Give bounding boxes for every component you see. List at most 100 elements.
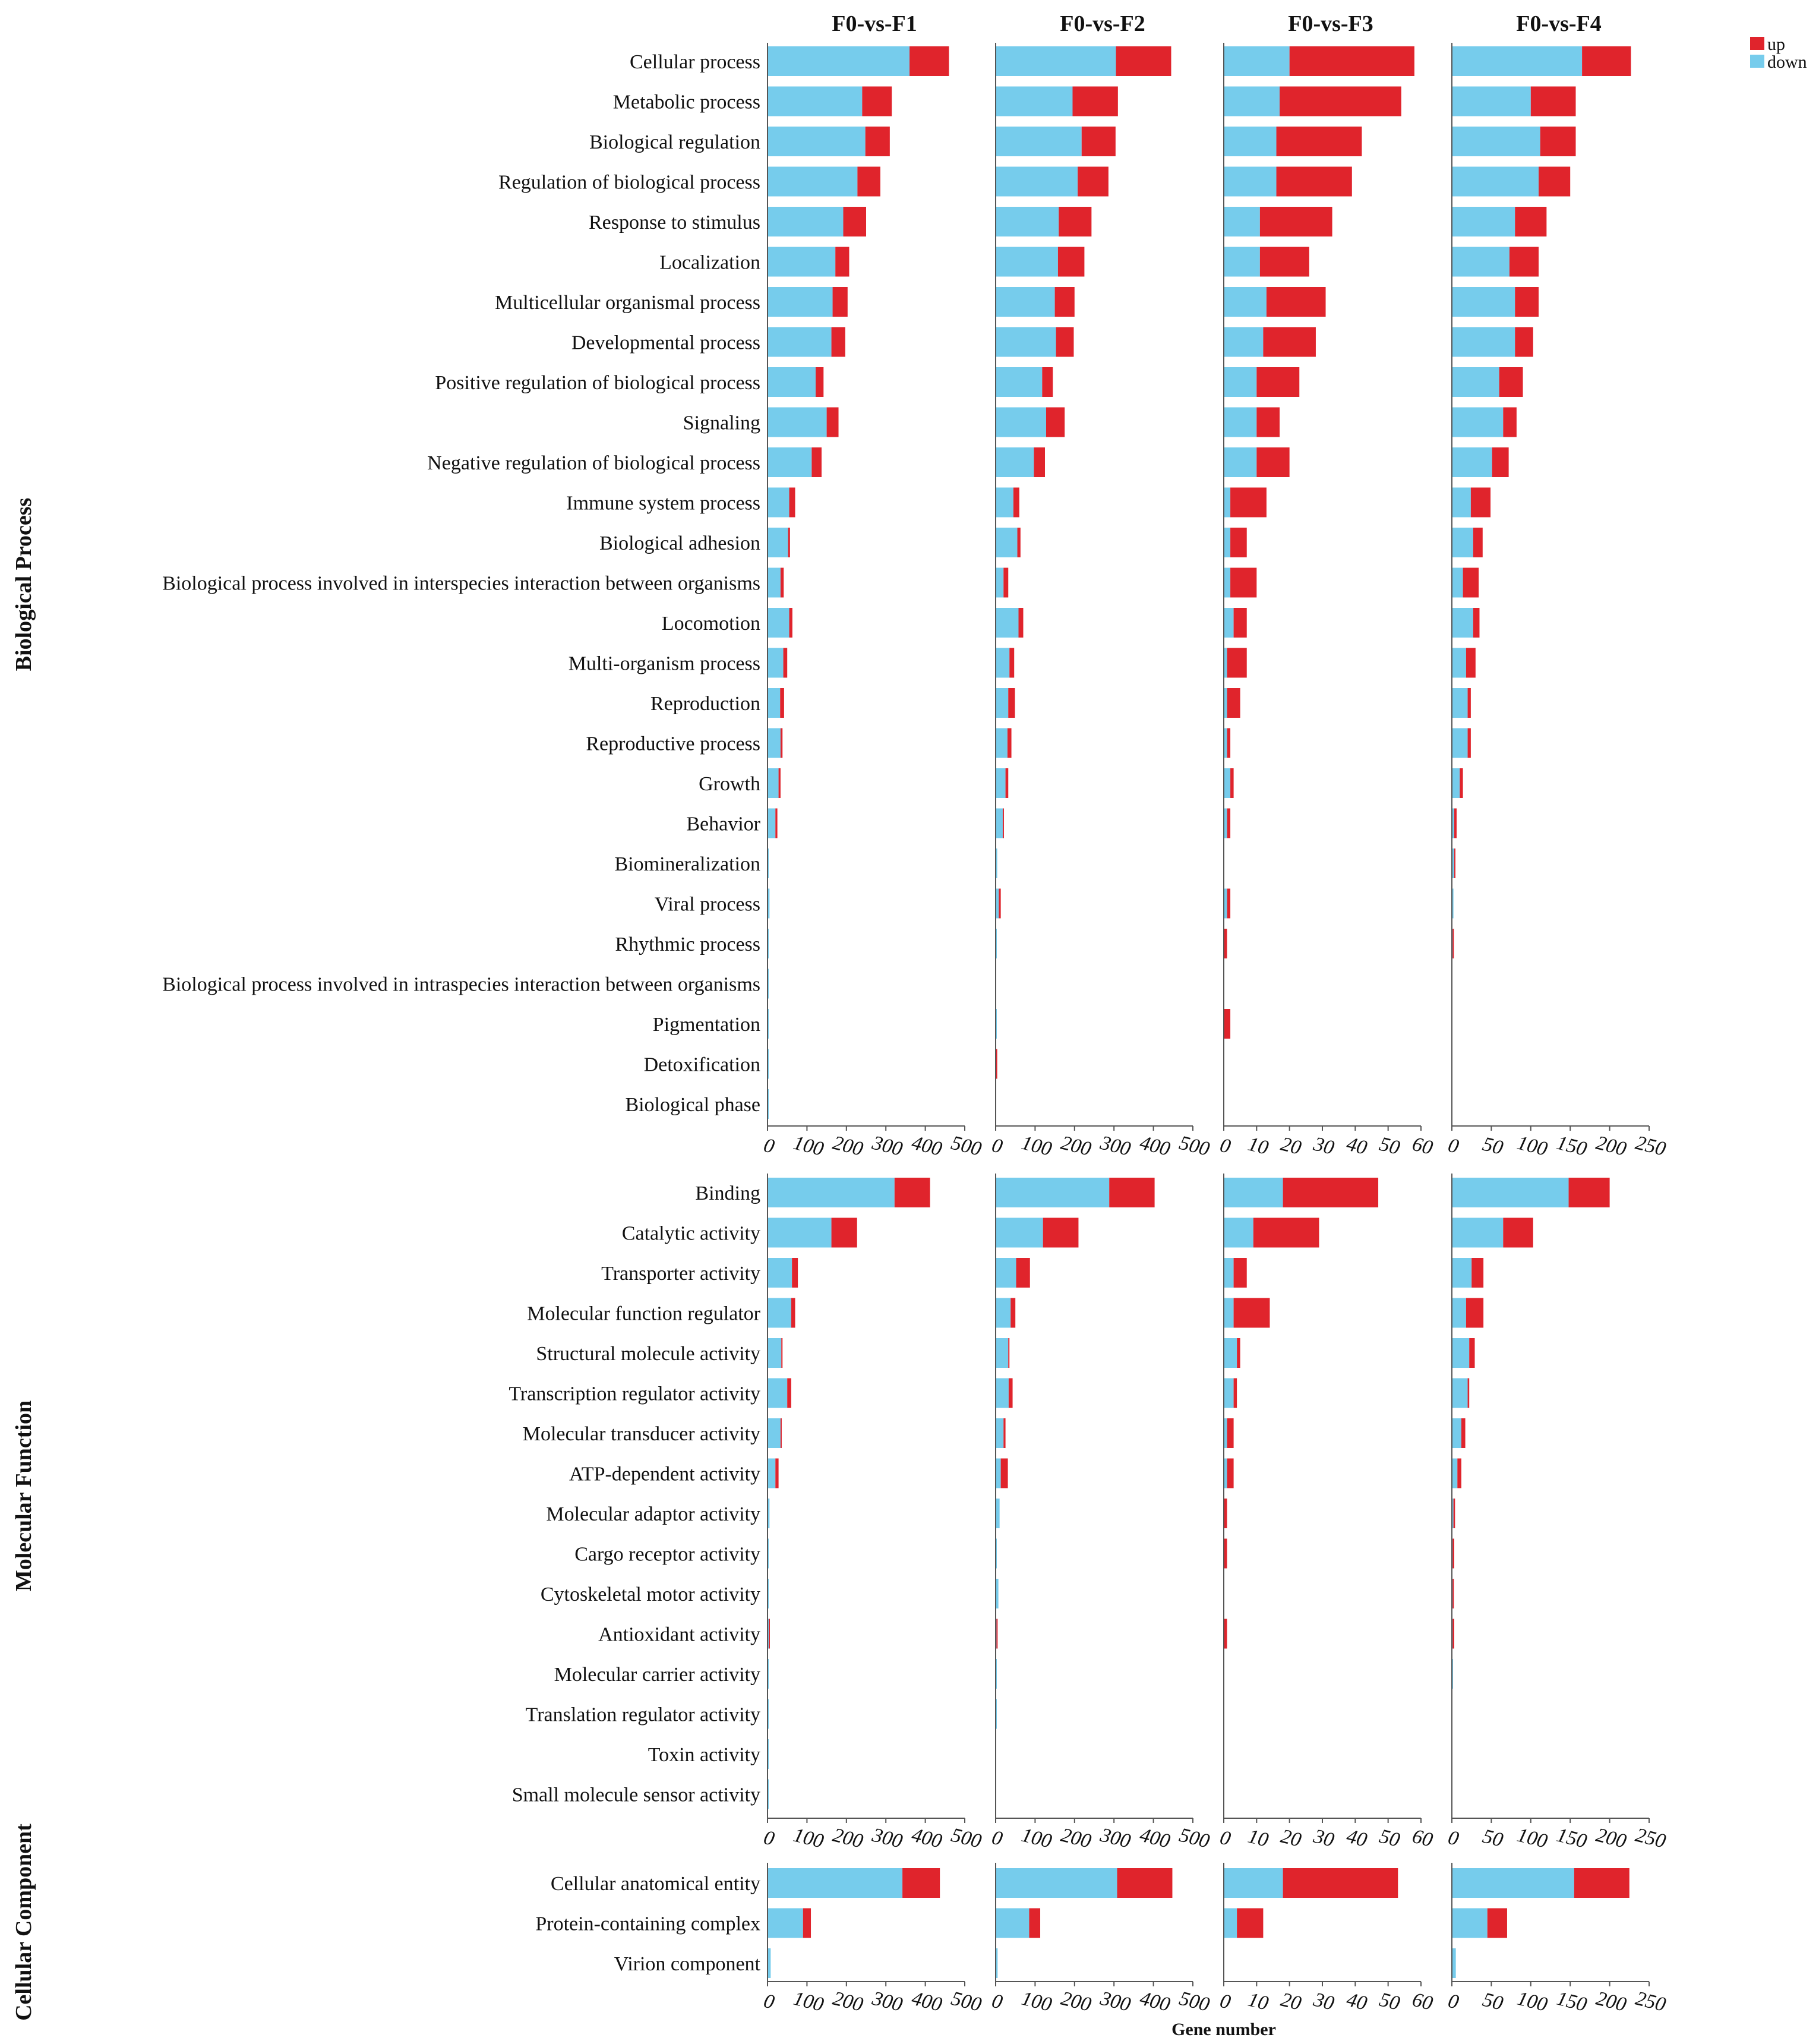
x-tick-label: 100 [1019,1132,1054,1160]
x-tick-label: 60 [1410,1133,1435,1159]
bar-up [1503,1217,1533,1248]
bar-up [1224,1009,1231,1039]
x-tick-label: 0 [762,1990,776,2014]
x-tick-label: 250 [1633,1988,1668,2016]
bar-down [996,1338,1009,1368]
bar-down [768,1258,792,1288]
bar-down [996,247,1058,277]
bar-up [1109,1178,1155,1207]
legend-swatch-down [1750,55,1764,68]
bar-up [1059,207,1092,236]
bar-up [1289,46,1414,76]
group-label-2: Cellular Component [11,1824,36,2021]
bar-up [1008,1338,1010,1368]
bar-down [1452,528,1473,557]
x-tick-label: 400 [910,1132,944,1160]
x-tick-label: 0 [1218,1134,1233,1158]
category-label: Molecular adaptor activity [546,1503,760,1525]
bar-up [1253,1217,1319,1248]
category-label: Virion component [614,1953,761,1975]
bar-up [1072,86,1118,116]
bar-down [996,1948,998,1978]
bar-down [996,1868,1117,1898]
category-label: Immune system process [566,493,760,515]
category-label: Pigmentation [653,1014,760,1036]
category-label: Antioxidant activity [598,1624,760,1646]
bar-up [826,407,839,437]
category-label: Localization [659,252,760,274]
bar-up [1081,127,1116,156]
x-tick-label: 200 [1594,1988,1628,2016]
bar-up [894,1178,930,1207]
x-tick-label: 300 [1098,1824,1133,1852]
bar-down [768,688,781,718]
bar-up [1043,1217,1079,1248]
bar-down [768,247,836,277]
bar-up [1453,1499,1455,1528]
bar-down [1452,567,1463,598]
bar-up [1574,1868,1629,1898]
category-label: Locomotion [662,613,760,635]
bar-down [1452,407,1504,437]
x-tick-label: 400 [1138,1132,1172,1160]
x-tick-label: 100 [791,1988,826,2016]
bar-up [1487,1908,1507,1938]
bar-down [1452,46,1583,76]
bar-up [1276,127,1362,156]
bar-up [789,608,792,638]
bar-up [1540,127,1576,156]
bar-down [768,127,866,156]
bar-up [1034,447,1045,477]
bar-up [1452,929,1454,958]
x-tick-label: 400 [910,1988,944,2016]
x-tick-label: 100 [1515,1824,1549,1853]
x-tick-label: 50 [1377,1989,1402,2015]
bar-up [1227,888,1231,919]
bar-up [1276,166,1352,197]
x-tick-label: 50 [1377,1825,1402,1851]
bar-down [996,1458,1001,1488]
bar-down [768,287,833,317]
category-label: Multicellular organismal process [495,292,760,314]
x-tick-label: 0 [990,1134,1005,1158]
bar-up [1224,1538,1227,1569]
bar-up [811,447,822,477]
bar-down [1452,1258,1472,1288]
x-tick-label: 500 [949,1824,983,1853]
panel-title-0: F0-vs-F1 [832,11,917,36]
bar-down [996,1499,1000,1528]
x-tick-label: 250 [1633,1824,1668,1853]
bar-down [996,1418,1004,1448]
bar-down [996,608,1019,638]
x-axis-label: Gene number [1171,2020,1276,2039]
category-label: Biomineralization [615,853,761,875]
category-label: Molecular carrier activity [554,1664,760,1686]
category-label: Behavior [686,813,760,835]
bar-down [1452,327,1515,357]
category-label: Biological process involved in intraspec… [162,974,760,996]
bar-down [1452,888,1454,919]
x-tick-label: 200 [1059,1132,1093,1160]
bar-down [996,1908,1029,1938]
bar-up [1237,1908,1264,1938]
x-tick-label: 150 [1555,1132,1589,1160]
bar-down [1452,688,1468,718]
bar-up [1461,1418,1466,1448]
x-tick-label: 500 [1177,1824,1211,1853]
bar-down [1224,327,1264,357]
bar-down [996,1217,1043,1248]
panel-title-2: F0-vs-F3 [1288,11,1373,36]
x-tick-label: 30 [1311,1825,1337,1851]
bar-down [1224,1908,1237,1938]
bar-down [996,287,1055,317]
x-tick-label: 0 [762,1827,776,1850]
bar-down [996,1378,1009,1408]
bar-down [1452,1378,1468,1408]
bar-down [1224,247,1260,277]
bar-down [768,327,832,357]
bar-up [1017,528,1021,557]
bar-down [1224,166,1277,197]
bar-down [996,447,1034,477]
bar-up [1230,768,1234,798]
bar-up [1224,929,1227,958]
